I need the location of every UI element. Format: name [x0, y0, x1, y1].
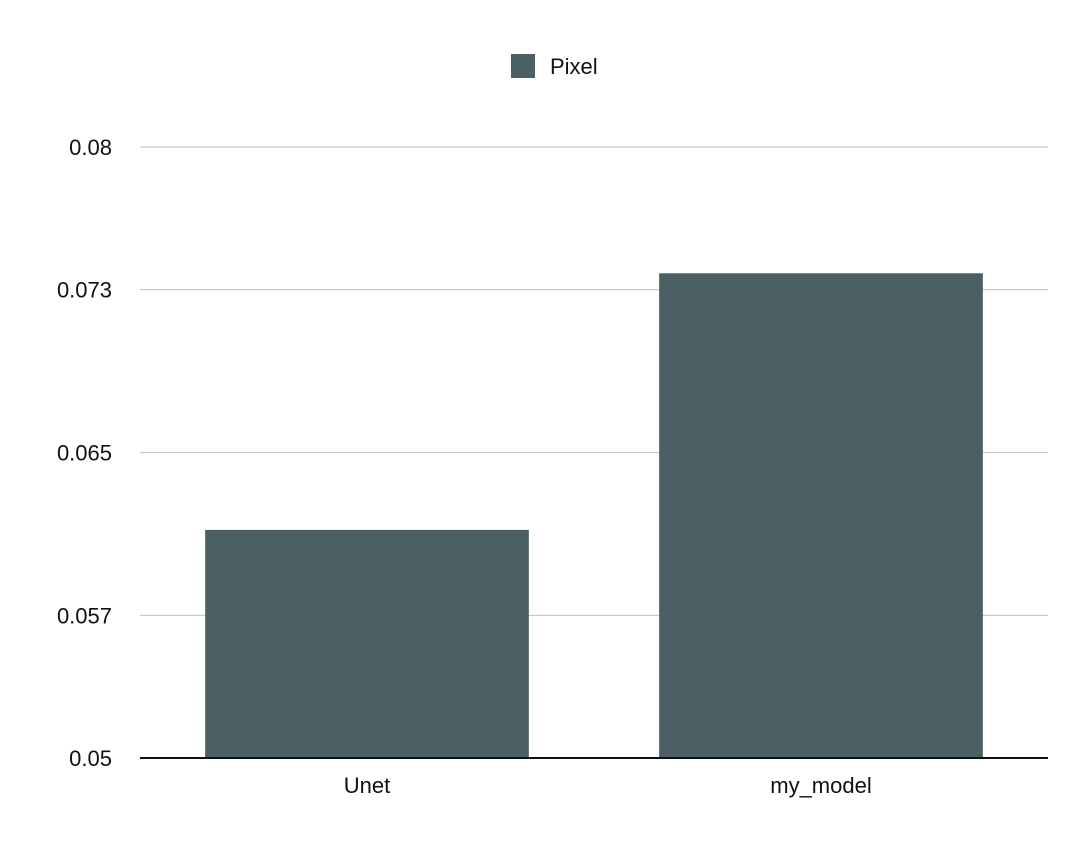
y-tick-label: 0.073 — [57, 278, 112, 303]
bar-my-model — [659, 273, 983, 758]
y-tick-label: 0.057 — [57, 603, 112, 628]
legend: Pixel — [511, 54, 598, 79]
bars — [205, 273, 983, 758]
y-tick-label: 0.05 — [69, 746, 112, 771]
axes: 0.05 0.057 0.065 0.073 0.08 Unet my_model — [57, 135, 1048, 798]
legend-label-pixel: Pixel — [550, 54, 598, 79]
x-tick-label: my_model — [770, 773, 871, 798]
x-tick-label: Unet — [344, 773, 390, 798]
legend-swatch-pixel — [511, 54, 535, 78]
bar-unet — [205, 529, 529, 758]
y-tick-label: 0.08 — [69, 135, 112, 160]
y-tick-label: 0.065 — [57, 441, 112, 466]
